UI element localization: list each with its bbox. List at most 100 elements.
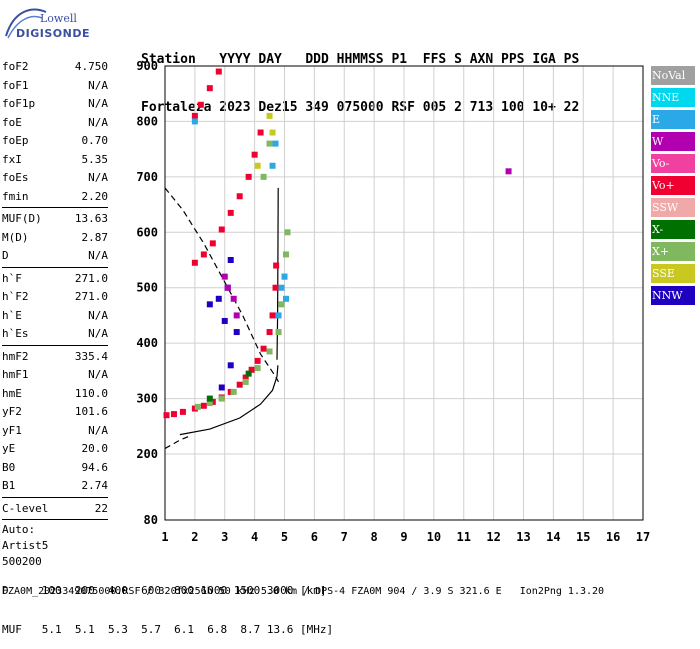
file-info-footer: FZA0M_2023349075000.RSF / 320fx256h 50 k… bbox=[2, 586, 605, 597]
trace-point bbox=[233, 329, 240, 336]
param-label: MUF(D) bbox=[2, 212, 42, 225]
profile-curve bbox=[179, 365, 279, 436]
param-row: MUF(D) 13.63 bbox=[2, 210, 108, 229]
param-row: foF1 N/A bbox=[2, 77, 108, 96]
param-label: foEp bbox=[2, 134, 29, 147]
param-value: 20.0 bbox=[81, 442, 109, 455]
header-values: Fortaleza 2023 Dez15 349 075000 RSF 005 … bbox=[141, 100, 580, 115]
param-row: hmF2 335.4 bbox=[2, 348, 108, 367]
param-row: M(D) 2.87 bbox=[2, 229, 108, 248]
x-tick-label: 12 bbox=[486, 530, 500, 544]
param-value: 110.0 bbox=[74, 386, 108, 400]
y-tick-label: 400 bbox=[136, 336, 158, 350]
param-label: yF2 bbox=[2, 405, 22, 418]
trace-point bbox=[215, 295, 222, 302]
param-value: N/A bbox=[88, 423, 108, 437]
header-labels: Station YYYY DAY DDD HHMMSS P1 FFS S AXN… bbox=[141, 52, 580, 67]
param-label: h`Es bbox=[2, 327, 29, 340]
y-tick-label: 600 bbox=[136, 225, 158, 239]
trace-point bbox=[266, 112, 273, 119]
param-label: foF1 bbox=[2, 78, 29, 92]
x-tick-label: 16 bbox=[606, 530, 620, 544]
y-tick-label: 300 bbox=[136, 392, 158, 406]
trace-point bbox=[254, 365, 261, 372]
param-value: 101.6 bbox=[74, 405, 108, 418]
x-tick-label: 8 bbox=[371, 530, 378, 544]
param-row: foEs N/A bbox=[2, 169, 108, 188]
separator bbox=[2, 519, 108, 520]
trace-point bbox=[242, 374, 249, 381]
auto-label: Auto: bbox=[2, 523, 36, 536]
param-label: yF1 bbox=[2, 423, 22, 437]
param-row: D N/A bbox=[2, 247, 108, 266]
trace-point bbox=[248, 366, 255, 373]
trace-point bbox=[272, 284, 279, 291]
trace-point bbox=[278, 284, 285, 291]
auto-version: 500200 bbox=[2, 555, 42, 568]
trace-point bbox=[251, 151, 258, 158]
distance-row: D 100 200 400 600 800 1000 1500 3000 [km… bbox=[2, 584, 327, 597]
param-row: hmE 110.0 bbox=[2, 385, 108, 404]
trace-point bbox=[233, 312, 240, 319]
param-value: N/A bbox=[88, 171, 108, 184]
muf-curve bbox=[164, 187, 280, 383]
trace-point bbox=[230, 388, 237, 395]
param-row: h`Es N/A bbox=[2, 325, 108, 344]
logo-lowell: Lowell bbox=[40, 12, 77, 25]
trace-point bbox=[275, 312, 282, 319]
trace-point bbox=[194, 403, 201, 410]
trace-point bbox=[227, 209, 234, 216]
x-tick-label: 2 bbox=[191, 530, 198, 544]
trace-point bbox=[227, 362, 234, 369]
trace-point bbox=[269, 162, 276, 169]
trace-point bbox=[200, 251, 207, 258]
y-tick-label: 800 bbox=[136, 114, 158, 128]
trace-point bbox=[191, 118, 198, 125]
trace-point bbox=[218, 384, 225, 391]
param-value: N/A bbox=[88, 327, 108, 340]
trace-point bbox=[221, 273, 228, 280]
plot-frame bbox=[164, 65, 644, 521]
separator bbox=[2, 344, 108, 346]
y-tick-label: 80 bbox=[144, 513, 158, 527]
trace-point bbox=[278, 301, 285, 308]
y-tick-label: 700 bbox=[136, 170, 158, 184]
trace-point bbox=[245, 370, 252, 377]
param-value: 22 bbox=[94, 501, 108, 515]
trace-point bbox=[260, 173, 267, 180]
param-row: foF1p N/A bbox=[2, 95, 108, 114]
trace-point bbox=[266, 140, 273, 147]
param-row: foEp 0.70 bbox=[2, 132, 108, 151]
param-row: foE N/A bbox=[2, 114, 108, 133]
param-value: 271.0 bbox=[74, 271, 108, 285]
param-label: hmF2 bbox=[2, 349, 29, 363]
param-row: C-level 22 bbox=[2, 500, 108, 519]
trace-point bbox=[269, 129, 276, 136]
auto-program: Artist5 bbox=[2, 539, 49, 552]
trace-point bbox=[224, 284, 231, 291]
param-label: foF2 bbox=[2, 60, 29, 73]
trace-point bbox=[273, 262, 280, 269]
param-row: fmin 2.20 bbox=[2, 188, 108, 207]
trace-point bbox=[197, 101, 204, 108]
parameter-panel: foF2 4.750 foF1 N/A foF1p N/A foE N/A foEp 0.70 fx… bbox=[2, 58, 108, 570]
x-tick-label: 5 bbox=[281, 530, 288, 544]
param-label: h`F2 bbox=[2, 290, 29, 303]
param-row: hmF1 N/A bbox=[2, 366, 108, 385]
x-tick-label: 11 bbox=[457, 530, 471, 544]
x-tick-label: 10 bbox=[427, 530, 441, 544]
x-tick-label: 14 bbox=[546, 530, 560, 544]
param-label: yE bbox=[2, 442, 16, 455]
legend-item: NNW bbox=[651, 286, 695, 305]
trace-point bbox=[254, 162, 261, 169]
legend-item: NoVal bbox=[651, 66, 695, 85]
x-tick-label: 3 bbox=[221, 530, 228, 544]
x-tick-label: 1 bbox=[161, 530, 168, 544]
trace-point bbox=[200, 402, 207, 409]
trace-point bbox=[281, 273, 288, 280]
legend-item: W bbox=[651, 132, 695, 151]
param-label: B0 bbox=[2, 460, 16, 474]
param-value: N/A bbox=[88, 97, 108, 110]
param-value: N/A bbox=[88, 78, 108, 92]
legend-item: X- bbox=[651, 220, 695, 239]
